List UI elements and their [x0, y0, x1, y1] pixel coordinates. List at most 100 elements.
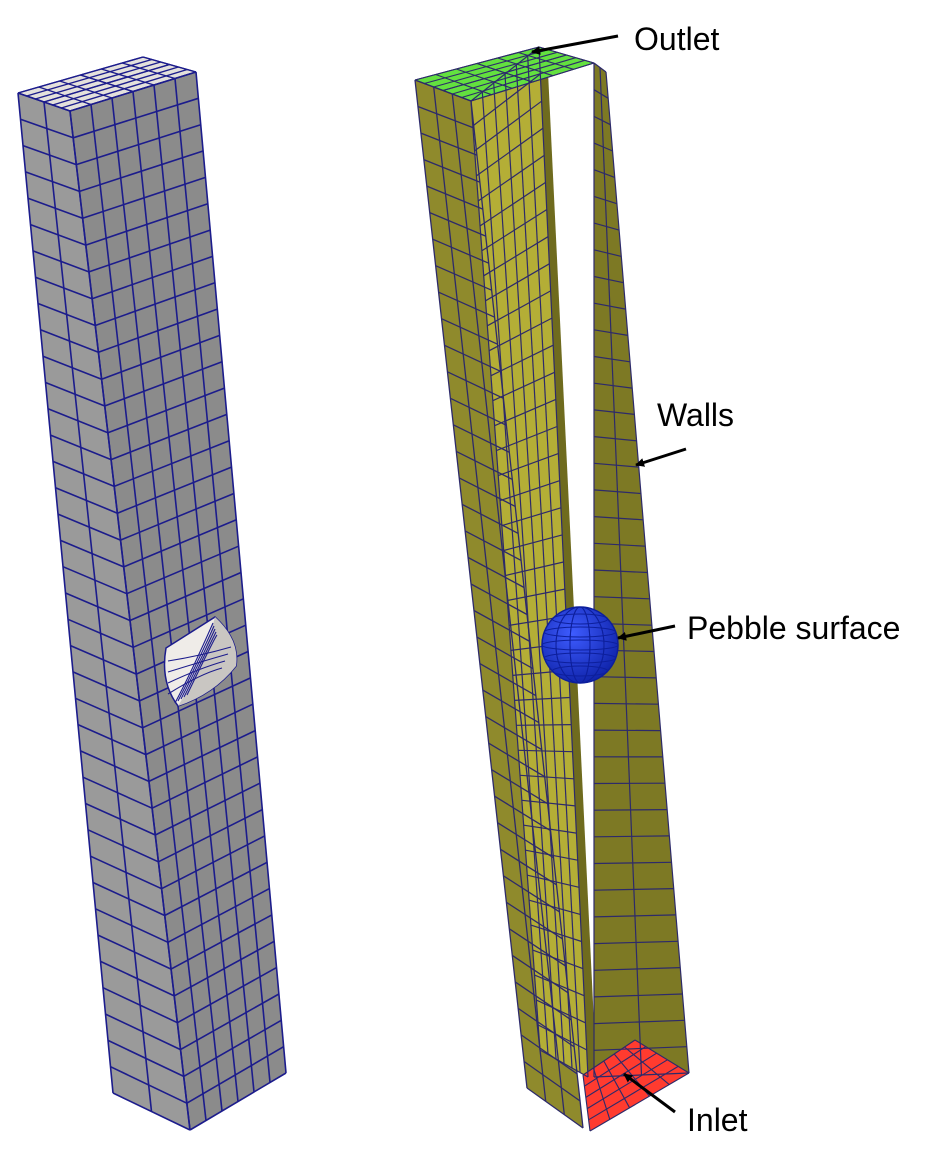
mesh-line	[543, 652, 617, 664]
mesh-line	[593, 1046, 687, 1051]
mesh-line	[541, 639, 619, 651]
mesh-line	[494, 398, 557, 427]
mesh-line	[142, 677, 251, 729]
mesh-line	[501, 507, 562, 527]
mesh-line	[593, 382, 633, 389]
mesh-line	[536, 999, 586, 1024]
mesh-line	[423, 158, 481, 183]
mesh-line	[186, 1046, 285, 1104]
mesh-line	[593, 302, 626, 310]
mesh-line	[593, 516, 644, 521]
mesh-line	[514, 696, 570, 701]
mesh-line	[603, 1060, 631, 1109]
mesh-line	[593, 142, 613, 152]
mesh-line	[521, 799, 576, 807]
mesh-line	[481, 209, 548, 252]
mesh-line	[491, 769, 548, 805]
mesh-line	[589, 1072, 690, 1132]
mesh-line	[516, 724, 572, 726]
mesh-line	[476, 127, 544, 177]
mesh-line	[173, 940, 275, 997]
mesh-line	[593, 355, 631, 363]
mesh-line	[453, 424, 510, 453]
mesh-line	[438, 291, 495, 318]
mesh-line	[429, 212, 486, 237]
mesh-line	[593, 249, 622, 257]
mesh-line	[82, 176, 206, 220]
mesh-line	[414, 46, 540, 81]
mesh-line	[45, 381, 105, 407]
mesh-line	[634, 1039, 690, 1074]
mesh-line	[170, 914, 273, 970]
mesh-line	[488, 742, 546, 778]
mesh-line	[505, 561, 564, 577]
mesh-line	[72, 671, 140, 702]
mesh-line	[527, 874, 580, 888]
mesh-line	[91, 255, 213, 300]
mesh-line	[528, 899, 581, 915]
pebble-arrow	[617, 624, 676, 641]
mesh-line	[167, 667, 223, 695]
mesh-line	[85, 202, 209, 246]
mesh-line	[485, 263, 550, 302]
mesh-line	[442, 54, 567, 92]
mesh-line	[104, 361, 223, 407]
mesh-line	[444, 344, 501, 372]
mesh-line	[474, 100, 542, 152]
mesh-line	[593, 62, 607, 73]
mesh-line	[105, 1013, 181, 1051]
mesh-line	[107, 387, 225, 434]
mesh-line	[593, 676, 657, 679]
mesh-line	[593, 596, 650, 600]
mesh-line	[593, 808, 668, 811]
mesh-line	[90, 855, 162, 890]
mesh-line	[110, 1065, 188, 1104]
mesh-line	[433, 51, 558, 88]
mesh-line	[523, 824, 577, 834]
mesh-line	[177, 966, 277, 1024]
mesh-line	[120, 492, 235, 541]
pebble-sphere	[541, 606, 619, 684]
mesh-line	[584, 1046, 647, 1087]
mesh-line	[113, 440, 230, 488]
mesh-line	[110, 413, 228, 461]
mesh-line	[507, 588, 565, 602]
mesh-line	[435, 265, 492, 291]
mesh-line	[167, 660, 226, 684]
mesh-line	[593, 861, 672, 865]
outlet-arrow	[531, 34, 619, 55]
mesh-line	[17, 56, 144, 94]
mesh-line	[593, 222, 620, 231]
mesh-line	[593, 888, 674, 891]
mesh-line	[464, 530, 522, 561]
mesh-line	[95, 908, 169, 944]
mesh-line	[593, 914, 676, 918]
mesh-line	[167, 653, 229, 673]
mesh-line	[588, 1065, 679, 1121]
mesh-line	[420, 132, 478, 156]
mesh-line	[488, 317, 553, 352]
mesh-line	[485, 716, 543, 751]
mesh-line	[532, 949, 584, 970]
mesh-line	[52, 66, 179, 106]
mesh-line	[102, 986, 178, 1024]
mesh-line	[42, 355, 102, 380]
mesh-line	[112, 1092, 191, 1131]
mesh-line	[167, 887, 270, 944]
mesh-line	[624, 1046, 670, 1086]
mesh-line	[593, 835, 670, 838]
mesh-line	[95, 281, 216, 327]
mesh-line	[432, 238, 489, 264]
mesh-line	[499, 480, 560, 502]
mesh-line	[101, 334, 220, 380]
mesh-line	[479, 663, 537, 697]
mesh-line	[129, 571, 242, 622]
mesh-line	[37, 302, 96, 327]
mesh-line	[87, 829, 159, 863]
mesh-line	[593, 489, 641, 495]
mesh-line	[483, 236, 549, 277]
mesh-line	[593, 569, 648, 574]
mesh-line	[70, 644, 137, 675]
mesh-line	[426, 185, 484, 210]
